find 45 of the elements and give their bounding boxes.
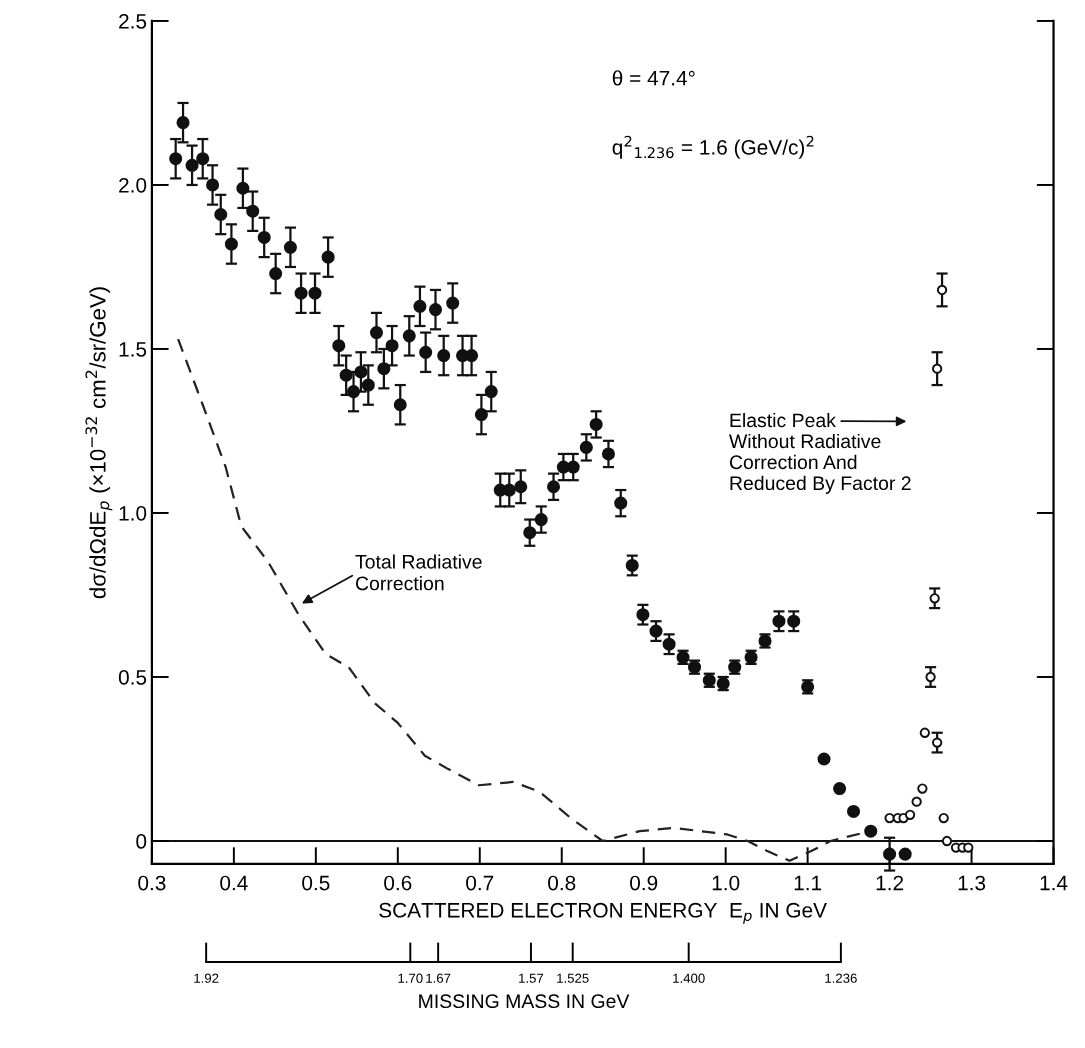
x2-tick-label: 1.525 [557, 973, 589, 983]
annotation: Elastic Peak Without Radiative Correction And Reduced By Factor 2 [729, 412, 911, 494]
point [963, 842, 974, 853]
y-tick-label: 2.5 [119, 13, 147, 29]
x-tick-label: 1.1 [794, 875, 822, 891]
y-tick-label: 0 [136, 834, 147, 849]
annotation: q$^{2}$$_{1.236}$ = 1.6 (GeV/c)$^{2}$ [612, 135, 814, 159]
x-tick-label: 1.4 [1040, 875, 1068, 891]
x-tick-label: 0.5 [302, 875, 330, 891]
x-tick-label: 1.2 [876, 875, 904, 891]
y-axis-title: dσ/dΩdE$_{p}$ (×10$^{−32}$ cm$^{2}$/sr/GeV) [85, 287, 113, 599]
point [938, 812, 949, 824]
x-tick-label: 0.4 [220, 875, 248, 891]
y-tick-label: 1.5 [119, 342, 147, 357]
x2-tick-label: 1.236 [825, 973, 857, 983]
x2-tick-label: 1.92 [194, 973, 219, 983]
x2-tick-label: 1.400 [673, 973, 705, 983]
point [904, 809, 916, 820]
point [884, 812, 895, 824]
y-tick-label: 0.5 [118, 670, 147, 685]
x-tick-label: 0.7 [466, 875, 494, 891]
point [911, 796, 922, 807]
annotation: θ = 47.4° [612, 70, 695, 86]
point [917, 783, 928, 794]
x-tick-label: 1.0 [712, 875, 740, 891]
x-tick-label: 0.8 [548, 875, 576, 891]
y-tick-label: 2.0 [119, 177, 147, 193]
x2-axis-title: MISSING MASS IN GeV [419, 994, 630, 1009]
x-axis-title: SCATTERED ELECTRON ENERGY E$_{p}$ IN GeV [379, 902, 827, 924]
x-tick-label: 0.9 [630, 875, 658, 891]
x-tick-label: 1.3 [958, 875, 986, 891]
x2-tick-label: 1.70 [398, 973, 423, 983]
point [936, 284, 948, 296]
x2-tick-label: 1.67 [426, 973, 451, 983]
point [929, 593, 940, 604]
annotation: Total Radiative Correction [355, 554, 482, 591]
point [925, 671, 936, 683]
x-tick-label: 0.3 [138, 875, 166, 891]
point [932, 363, 943, 374]
point [941, 835, 953, 847]
point [919, 727, 930, 738]
x-tick-label: 0.6 [384, 875, 412, 891]
y-tick-label: 1.0 [119, 505, 147, 521]
point [932, 737, 943, 748]
x2-tick-label: 1.57 [519, 973, 544, 983]
